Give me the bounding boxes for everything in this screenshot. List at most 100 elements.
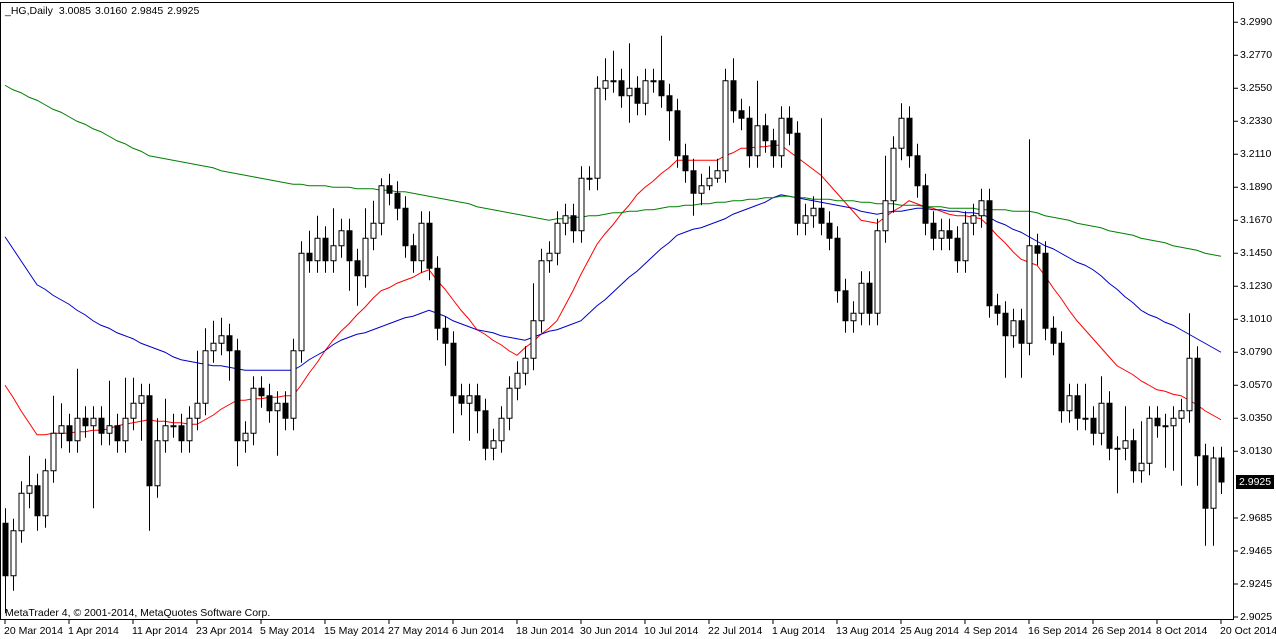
candle-body [26,485,33,494]
price-label-box [1236,475,1274,489]
candle-body [418,222,425,262]
candle-body [1210,457,1217,509]
x-tick-label: 16 Sep 2014 [1028,625,1088,637]
symbol: _HG,Daily [4,5,54,17]
candle-body [42,470,49,517]
candle-body [106,425,113,434]
candle-body [234,350,241,442]
candle-body [266,395,273,412]
candle-body [1002,312,1009,337]
candle-body [730,80,737,112]
candle-body [642,80,649,104]
candle-body [474,395,481,412]
candle-body [242,432,249,442]
candle-body [386,185,393,194]
candle-body [794,132,801,224]
candle-body [282,402,289,419]
candle-body [298,252,305,352]
candle-body [778,117,785,157]
candle-body [754,125,761,157]
candle-body [1138,462,1145,472]
candle-body [522,357,529,374]
candle-body [202,350,209,404]
candle-body [882,200,889,232]
x-tick-label: 22 Jul 2014 [708,625,762,637]
candle-body [578,177,585,232]
candle-body [362,237,369,277]
candle-body [170,425,177,428]
candle-body [530,320,537,359]
chart-header: _HG,Daily 3.0085 3.0160 2.9845 2.9925 [4,5,200,17]
y-tick-label: 3.0570 [1240,379,1272,391]
candle-body [770,140,777,157]
candle-body [130,402,137,419]
y-tick-label: 3.1230 [1240,280,1272,292]
y-tick-label: 3.2770 [1240,49,1272,61]
candle-body [906,117,913,157]
candle-body [650,80,657,83]
candle-body [922,185,929,224]
candle-body [226,335,233,352]
candle-body [938,230,945,239]
y-tick-label: 3.0790 [1240,346,1272,358]
candle-body [618,80,625,97]
ohlc-close: 2.9925 [167,5,199,17]
x-tick-label: 8 Oct 2014 [1156,625,1208,637]
candle-body [274,402,281,412]
candle-body [1066,395,1073,412]
candle-body [866,282,873,314]
candle-body [1130,440,1137,472]
candle-body [890,147,897,202]
y-tick-label: 2.9685 [1240,512,1272,524]
candle-body [802,215,809,224]
candle-body [738,110,745,119]
candle-body [2,522,9,577]
candle-body [970,215,977,224]
candle-body [426,222,433,269]
candle-body [546,252,553,262]
candle-body [194,402,201,419]
y-tick-label: 3.2990 [1240,16,1272,28]
candle-body [394,192,401,209]
y-tick-label: 3.0130 [1240,445,1272,457]
candle-body [898,117,905,149]
candle-body [538,260,545,322]
candle-body [146,395,153,487]
candle-body [258,387,265,397]
candle-body [978,200,985,217]
x-tick-label: 23 Apr 2014 [196,625,253,637]
x-tick-label: 10 Jul 2014 [644,625,698,637]
candle-body [1146,417,1153,464]
x-tick-label: 1 Apr 2014 [68,625,119,637]
candle-body [290,350,297,419]
candle-body [994,305,1001,314]
candle-body [138,395,145,404]
candle-body [602,80,609,89]
price-label: 2.9925 [1239,476,1271,488]
candle-body [946,230,953,239]
candle-body [346,230,353,262]
candle-body [690,170,697,194]
candle-body [122,417,129,442]
y-tick-label: 3.2550 [1240,82,1272,94]
candle-body [610,80,617,83]
x-tick-label: 27 May 2014 [388,625,449,637]
candle-body [1082,417,1089,420]
candle-body [162,425,169,442]
candle-body [1218,457,1225,483]
y-tick-label: 2.9245 [1240,578,1272,590]
candle-body [554,222,561,254]
candle-body [74,417,81,442]
candle-body [370,222,377,239]
candle-body [1026,245,1033,344]
candle-body [714,170,721,179]
x-tick-label: 6 Jun 2014 [452,625,504,637]
x-tick-label: 20 Mar 2014 [4,625,63,637]
candle-body [1106,402,1113,449]
candle-body [498,417,505,442]
candle-body [954,237,961,262]
x-tick-label: 5 May 2014 [260,625,315,637]
candle-body [50,432,57,472]
candle-body [250,387,257,434]
